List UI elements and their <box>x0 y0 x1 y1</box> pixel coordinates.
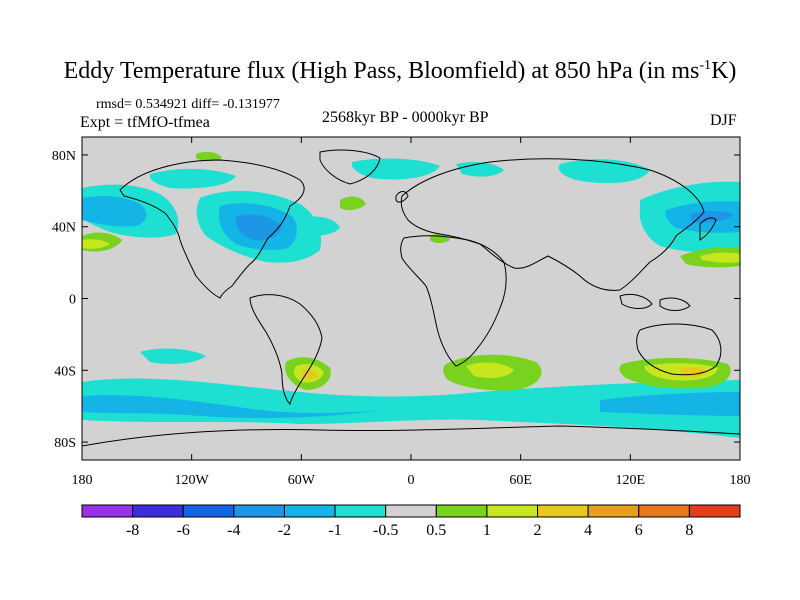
colorbar-swatch <box>688 504 741 518</box>
colorbar-label: -1 <box>328 522 341 539</box>
colorbar-label: -4 <box>227 522 240 539</box>
maritime-continent-outline <box>619 293 691 311</box>
experiment-label: Expt = tfMfO-tfmea <box>80 114 210 131</box>
greenland-outline <box>319 149 381 185</box>
uk-outline <box>395 191 409 203</box>
antarctica-outline <box>82 425 740 447</box>
greenland-positive <box>196 151 222 161</box>
anomaly-field <box>82 149 740 447</box>
colorbar-swatch <box>182 504 235 518</box>
southern-ocean-band-core <box>82 395 380 418</box>
north-pacific-west-deep <box>690 211 734 223</box>
colorbar-swatch <box>537 504 589 518</box>
colorbar-label: 6 <box>635 522 643 539</box>
map-title: Eddy Temperature flux (High Pass, Bloomf… <box>0 58 800 85</box>
stats-line: rmsd= 0.534921 diff= -0.131977 <box>96 97 280 112</box>
colorbar-swatch <box>486 504 539 518</box>
lon-tick-label: 180 <box>730 473 751 488</box>
north-atlantic-positive <box>340 196 366 211</box>
southern-ocean-band <box>82 378 740 438</box>
lat-tick-label: 40N <box>52 221 76 236</box>
colorbar-swatch <box>81 504 134 518</box>
south-america-outline <box>249 294 323 405</box>
south-africa-positive-core <box>466 362 514 378</box>
colorbar-swatch <box>132 504 184 518</box>
north-america-outline <box>119 159 305 299</box>
lon-tick-label: 60E <box>509 473 532 488</box>
colorbar-swatch <box>587 504 640 518</box>
coastlines <box>82 149 740 447</box>
period-label: 2568kyr BP - 0000kyr BP <box>322 109 489 126</box>
australia-outline <box>636 323 722 376</box>
south-pacific-patch <box>140 348 206 364</box>
lat-tick-label: 80S <box>54 436 76 451</box>
lon-tick-label: 60W <box>288 473 316 488</box>
lon-tick-label: 120E <box>616 473 646 488</box>
colorbar-label: 4 <box>584 522 592 539</box>
north-pacific-east-core <box>82 196 147 227</box>
colorbar-swatch <box>334 504 387 518</box>
title-unit-exponent: -1 <box>699 58 712 73</box>
colorbar-label: -0.5 <box>373 522 398 539</box>
colorbar-swatch <box>233 504 285 518</box>
colorbar-swatch <box>385 504 437 518</box>
latitude-axis: 80N 40N 0 40S 80S <box>52 149 740 451</box>
africa-outline <box>400 235 507 367</box>
colorbar-label: 1 <box>483 522 491 539</box>
south-america-positive-peak <box>302 369 318 380</box>
lon-tick-label: 0 <box>408 473 415 488</box>
japan-outline <box>699 217 717 241</box>
lon-tick-label: 180 <box>72 473 93 488</box>
longitude-axis: 180 120W 60W 0 60E 120E 180 <box>72 137 751 488</box>
colorbar-swatch <box>638 504 690 518</box>
colorbar-label: 8 <box>685 522 693 539</box>
lon-tick-label: 120W <box>175 473 210 488</box>
colorbar-swatch <box>283 504 336 518</box>
colorbar-label: -2 <box>278 522 291 539</box>
atlantic-patch <box>300 216 340 236</box>
north-america-atlantic-deep <box>235 214 282 241</box>
southern-ocean-band-core-east <box>600 392 740 416</box>
arctic-patch-1 <box>149 168 236 189</box>
lat-tick-label: 80N <box>52 149 76 164</box>
colorbar-label: -8 <box>126 522 139 539</box>
lat-tick-label: 0 <box>69 293 76 308</box>
colorbar-label: 0.5 <box>426 522 446 539</box>
colorbar-label: -6 <box>177 522 190 539</box>
arctic-patch-2 <box>351 158 440 180</box>
eurasia-outline <box>400 158 705 291</box>
colorbar-label: 2 <box>534 522 542 539</box>
title-text: Eddy Temperature flux (High Pass, Bloomf… <box>63 58 700 84</box>
east-asia-positive-core <box>700 252 740 263</box>
colorbar-swatch <box>435 504 488 518</box>
season-label: DJF <box>710 112 737 129</box>
lat-tick-label: 40S <box>54 364 76 379</box>
title-unit-tail: K) <box>711 58 737 84</box>
central-pacific-positive-core <box>82 239 110 249</box>
colorbar: -8 -6 -4 -2 -1 -0.5 0.5 1 2 4 6 8 <box>81 504 741 539</box>
